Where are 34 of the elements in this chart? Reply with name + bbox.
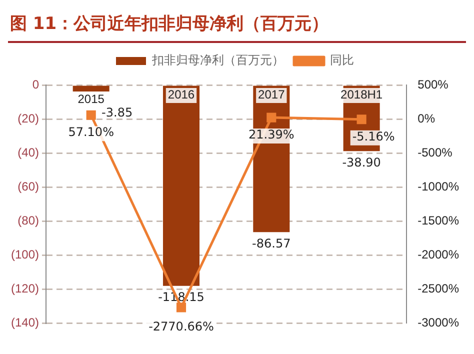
point	[266, 112, 276, 122]
x-tick-label: 2017	[258, 87, 286, 102]
y2-tick-label: -3000%	[418, 315, 460, 330]
data-label: -2770.66%	[148, 320, 214, 334]
y2-tick-label: -1000%	[418, 179, 460, 194]
y2-tick-label: 500%	[418, 77, 449, 92]
point	[176, 302, 186, 312]
data-label: 57.10%	[68, 125, 114, 140]
data-label: -38.90	[342, 155, 381, 170]
data-label: -3.85	[102, 106, 133, 120]
legend-label: 扣非归母净利（百万元）	[151, 53, 284, 68]
y2-tick-label: 0%	[418, 111, 436, 126]
y2-tick-label: -2500%	[418, 281, 460, 296]
y-tick-label: (140)	[11, 315, 40, 330]
x-tick-label: 2018H1	[340, 87, 383, 102]
y-tick-label: (80)	[18, 213, 40, 228]
y-tick-label: (100)	[11, 247, 40, 262]
y-tick-label: (120)	[11, 281, 40, 296]
y-tick-label: (40)	[18, 145, 40, 160]
chart-title: 图 11：公司近年扣非归母净利（百万元）	[9, 13, 330, 36]
x-tick-label: 2015	[78, 92, 105, 106]
y-tick-label: 0	[32, 77, 40, 92]
point	[356, 114, 366, 124]
data-label: -5.16%	[352, 129, 395, 144]
point	[86, 110, 96, 120]
data-label: -86.57	[252, 236, 291, 250]
y-tick-label: (20)	[18, 111, 40, 126]
y2-tick-label: -500%	[418, 145, 453, 160]
y-tick-label: (60)	[18, 179, 40, 194]
y2-tick-label: -2000%	[418, 247, 460, 262]
x-tick-label: 2016	[168, 87, 195, 102]
y2-tick-label: -1500%	[418, 213, 460, 228]
data-label: 21.39%	[248, 128, 294, 142]
legend-label: 同比	[330, 53, 354, 68]
